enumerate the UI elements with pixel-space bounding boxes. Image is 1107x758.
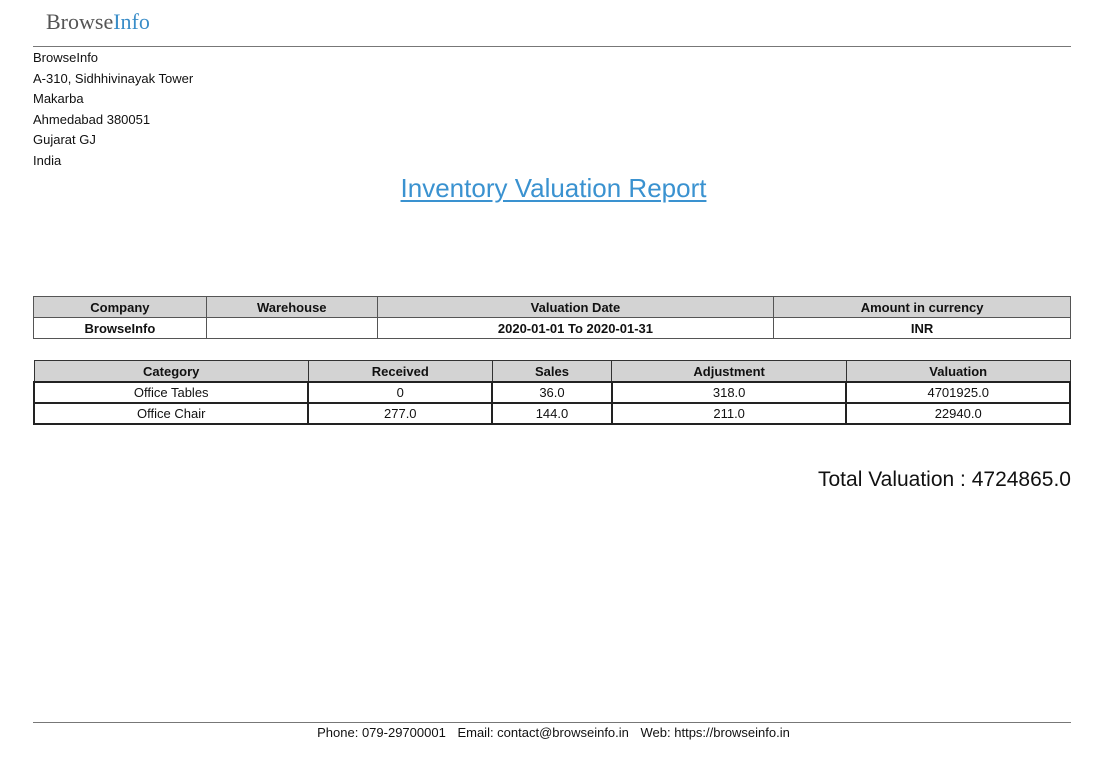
- total-valuation-value: 4724865.0: [971, 468, 1071, 491]
- header-valuation-date: Valuation Date: [376, 296, 775, 318]
- info-warehouse: [205, 317, 378, 339]
- cell-received: 0: [307, 381, 494, 404]
- header-received: Received: [307, 360, 493, 383]
- footer-divider: [33, 722, 1071, 723]
- header-company: Company: [33, 296, 207, 318]
- browseinfo-logo: BrowseInfo: [46, 9, 150, 35]
- cell-adjustment: 211.0: [610, 402, 848, 425]
- header-amount-currency: Amount in currency: [773, 296, 1071, 318]
- category-valuation-table: Category Received Sales Adjustment Valua…: [32, 360, 1071, 425]
- header-divider: [33, 46, 1071, 47]
- address-street: A-310, Sidhhivinayak Tower: [33, 70, 194, 86]
- footer-email: Email: contact@browseinfo.in: [457, 725, 629, 740]
- info-table-row: BrowseInfo 2020-01-01 To 2020-01-31 INR: [33, 317, 1071, 339]
- info-valuation-date: 2020-01-01 To 2020-01-31: [376, 317, 775, 339]
- header-valuation: Valuation: [845, 360, 1071, 383]
- address-area: Makarba: [33, 91, 84, 106]
- header-warehouse: Warehouse: [205, 296, 378, 318]
- category-table-header-row: Category Received Sales Adjustment Valua…: [33, 360, 1071, 383]
- logo-text-browse: Browse: [46, 9, 114, 34]
- company-address: BrowseInfo A-310, Sidhhivinayak Tower Ma…: [33, 48, 193, 171]
- cell-sales: 36.0: [491, 381, 613, 404]
- cell-adjustment: 318.0: [610, 381, 848, 404]
- cell-category: Office Chair: [32, 402, 310, 425]
- info-currency: INR: [773, 317, 1071, 339]
- header-category: Category: [33, 360, 309, 383]
- cell-received: 277.0: [307, 402, 494, 425]
- address-company-name: BrowseInfo: [33, 50, 99, 65]
- footer-phone: Phone: 079-29700001: [317, 725, 446, 740]
- info-company: BrowseInfo: [33, 317, 207, 339]
- address-country: India: [33, 152, 62, 168]
- address-city: Ahmedabad 380051: [33, 111, 151, 127]
- cell-valuation: 22940.0: [845, 402, 1071, 425]
- header-sales: Sales: [491, 360, 613, 383]
- total-valuation-label: Total Valuation :: [818, 468, 966, 491]
- report-title: Inventory Valuation Report: [400, 173, 707, 203]
- table-row: Office Tables 0 36.0 318.0 4701925.0: [32, 381, 1071, 404]
- cell-valuation: 4701925.0: [845, 381, 1071, 404]
- footer-web: Web: https://browseinfo.in: [640, 725, 790, 740]
- cell-sales: 144.0: [491, 402, 613, 425]
- header-adjustment: Adjustment: [611, 360, 847, 383]
- page-footer: Phone: 079-29700001 Email: contact@brows…: [0, 725, 1107, 740]
- logo-text-info: Info: [113, 9, 150, 34]
- cell-category: Office Tables: [32, 381, 310, 404]
- total-valuation: Total Valuation : 4724865.0: [818, 468, 1071, 492]
- report-info-table: Company Warehouse Valuation Date Amount …: [33, 296, 1071, 339]
- info-table-header-row: Company Warehouse Valuation Date Amount …: [33, 296, 1071, 318]
- address-state: Gujarat GJ: [33, 132, 96, 147]
- table-row: Office Chair 277.0 144.0 211.0 22940.0: [32, 402, 1071, 425]
